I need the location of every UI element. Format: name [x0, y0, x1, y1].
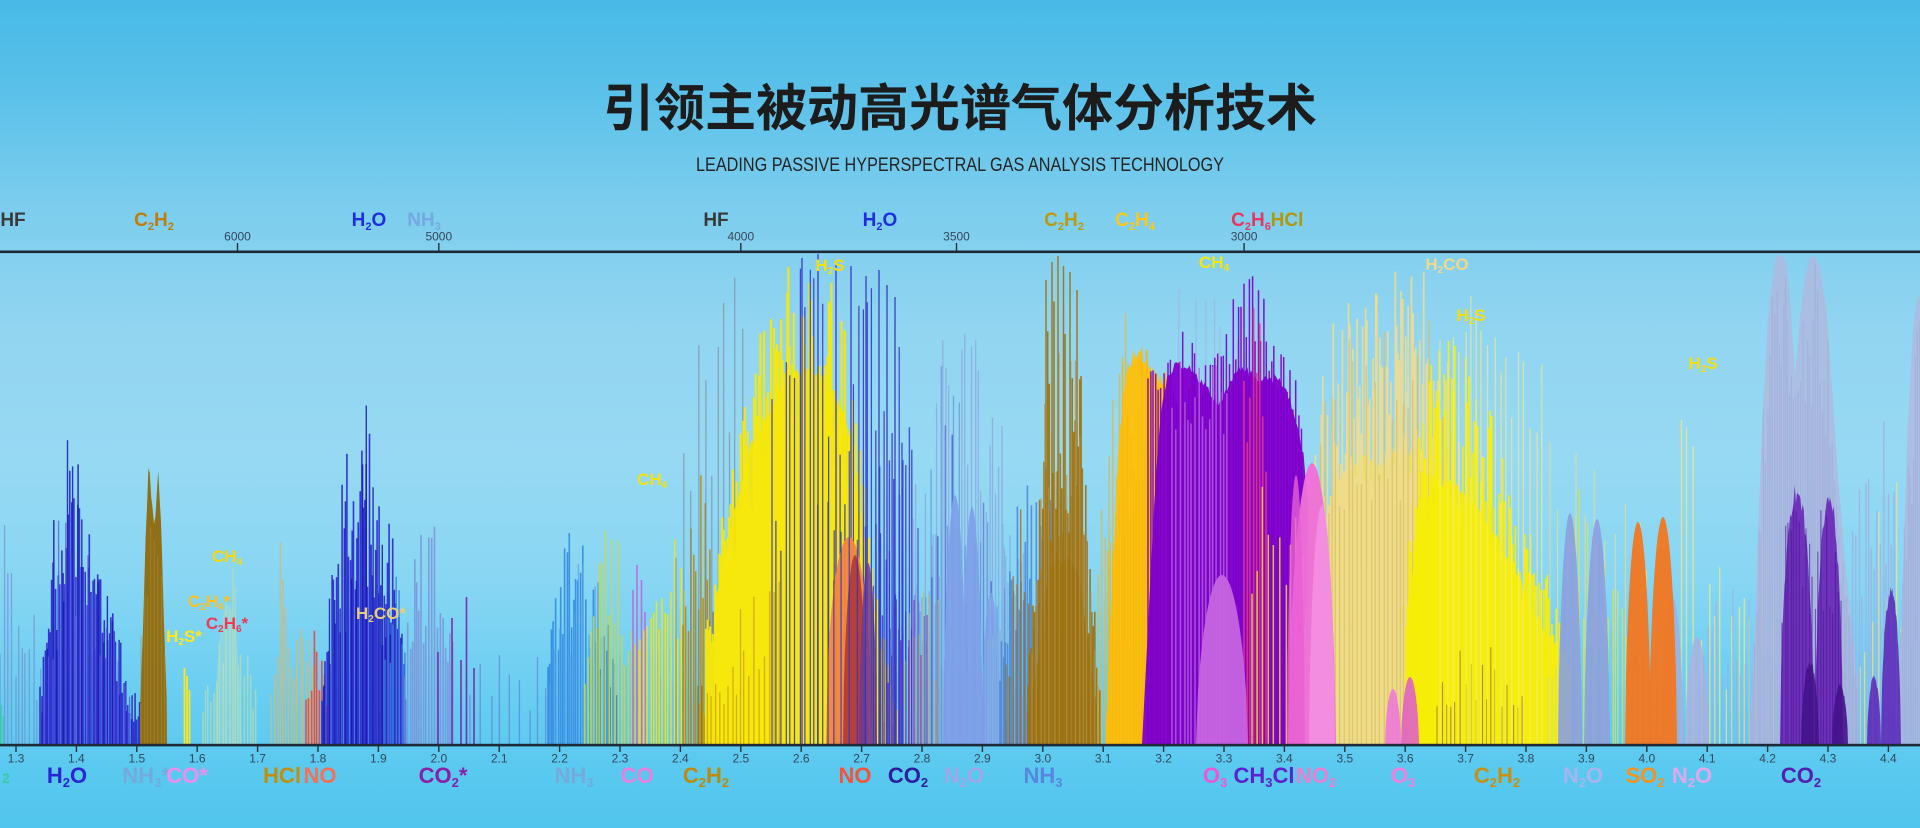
svg-text:4.1: 4.1: [1699, 752, 1716, 766]
svg-text:CH4​: CH4​: [212, 547, 243, 568]
svg-text:2.0: 2.0: [430, 752, 447, 766]
svg-text:SO2​: SO2​: [1625, 763, 1664, 790]
svg-text:NO: NO: [839, 763, 872, 788]
svg-text:C2​H4​: C2​H4​: [1115, 210, 1156, 233]
svg-text:2.8: 2.8: [914, 752, 931, 766]
svg-text:1.7: 1.7: [249, 752, 266, 766]
svg-text:LEADING PASSIVE HYPERSPECTRAL: LEADING PASSIVE HYPERSPECTRAL GAS ANALYS…: [696, 155, 1224, 176]
svg-text:CO: CO: [621, 763, 654, 788]
svg-text:C2​H6​: C2​H6​: [1231, 210, 1271, 233]
svg-text:H2​O: H2​O: [352, 210, 387, 233]
svg-text:2.3: 2.3: [612, 752, 629, 766]
svg-text:H2​S: H2​S: [815, 256, 844, 277]
svg-text:H2​CO*: H2​CO*: [356, 604, 406, 625]
svg-text:NH3​*: NH3​*: [122, 763, 170, 790]
svg-text:2.6: 2.6: [793, 752, 810, 766]
svg-text:3.4: 3.4: [1276, 752, 1293, 766]
svg-text:2.2: 2.2: [551, 752, 568, 766]
svg-text:H2​CO: H2​CO: [1425, 255, 1468, 276]
svg-text:4.3: 4.3: [1820, 752, 1837, 766]
svg-text:C2​H2​: C2​H2​: [683, 763, 729, 790]
svg-text:3000: 3000: [1231, 230, 1258, 244]
svg-text:3.5: 3.5: [1336, 752, 1353, 766]
svg-text:4.4: 4.4: [1880, 752, 1897, 766]
svg-text:CO2​: CO2​: [1781, 763, 1821, 790]
svg-text:CO2​: CO2​: [888, 763, 928, 790]
svg-text:CH3​Cl: CH3​Cl: [1233, 763, 1294, 790]
svg-text:C2​H6​*: C2​H6​*: [206, 614, 249, 635]
svg-text:NO: NO: [304, 763, 337, 788]
svg-text:C2​H4​*: C2​H4​*: [188, 592, 231, 613]
svg-text:5000: 5000: [425, 230, 452, 244]
svg-text:3.3: 3.3: [1216, 752, 1233, 766]
svg-text:3.2: 3.2: [1155, 752, 1172, 766]
svg-text:2: 2: [2, 770, 10, 786]
svg-text:4.0: 4.0: [1638, 752, 1655, 766]
svg-text:2.5: 2.5: [732, 752, 749, 766]
svg-text:H2​O: H2​O: [863, 210, 898, 233]
svg-text:HCl: HCl: [263, 763, 301, 788]
svg-text:2.4: 2.4: [672, 752, 689, 766]
svg-text:2.1: 2.1: [491, 752, 508, 766]
svg-text:4.2: 4.2: [1759, 752, 1776, 766]
svg-text:C2​H2​: C2​H2​: [134, 210, 174, 233]
svg-text:6000: 6000: [224, 230, 251, 244]
svg-text:3.8: 3.8: [1518, 752, 1535, 766]
svg-text:NH3​: NH3​: [407, 210, 441, 233]
svg-text:CH4​: CH4​: [637, 470, 668, 491]
svg-text:H2​S: H2​S: [1688, 354, 1717, 375]
svg-text:1.9: 1.9: [370, 752, 387, 766]
svg-text:N2​O: N2​O: [1672, 763, 1712, 790]
svg-text:1.6: 1.6: [189, 752, 206, 766]
svg-text:HF: HF: [703, 210, 728, 231]
svg-text:H2​S*: H2​S*: [166, 627, 202, 648]
svg-text:O3​: O3​: [1391, 763, 1415, 790]
svg-text:C2​H2​: C2​H2​: [1474, 763, 1520, 790]
svg-text:N2​O: N2​O: [944, 763, 984, 790]
svg-text:2.7: 2.7: [853, 752, 870, 766]
svg-text:1.3: 1.3: [8, 752, 25, 766]
svg-text:C2​H2​: C2​H2​: [1044, 210, 1084, 233]
svg-text:HCl: HCl: [1271, 210, 1304, 231]
svg-text:3.6: 3.6: [1397, 752, 1414, 766]
svg-text:N2​O: N2​O: [1563, 763, 1603, 790]
svg-text:3.7: 3.7: [1457, 752, 1474, 766]
svg-text:2.9: 2.9: [974, 752, 991, 766]
svg-text:3.1: 3.1: [1095, 752, 1112, 766]
svg-text:H2​O: H2​O: [47, 763, 87, 790]
svg-text:CO*: CO*: [166, 763, 208, 788]
svg-text:1.5: 1.5: [128, 752, 145, 766]
svg-text:3.9: 3.9: [1578, 752, 1595, 766]
svg-text:1.4: 1.4: [68, 752, 85, 766]
svg-text:1.8: 1.8: [310, 752, 327, 766]
svg-text:H2​S: H2​S: [1456, 306, 1485, 327]
svg-text:O3​: O3​: [1203, 763, 1227, 790]
svg-text:NH3​: NH3​: [1023, 763, 1062, 790]
svg-text:NH3​: NH3​: [554, 763, 593, 790]
svg-text:CO2​*: CO2​*: [419, 763, 468, 790]
svg-text:HF: HF: [0, 210, 25, 231]
svg-text:3.0: 3.0: [1034, 752, 1051, 766]
svg-text:4000: 4000: [727, 230, 754, 244]
svg-text:CH4​: CH4​: [1199, 253, 1230, 274]
svg-text:NO2​: NO2​: [1296, 763, 1336, 790]
svg-text:3500: 3500: [943, 230, 970, 244]
